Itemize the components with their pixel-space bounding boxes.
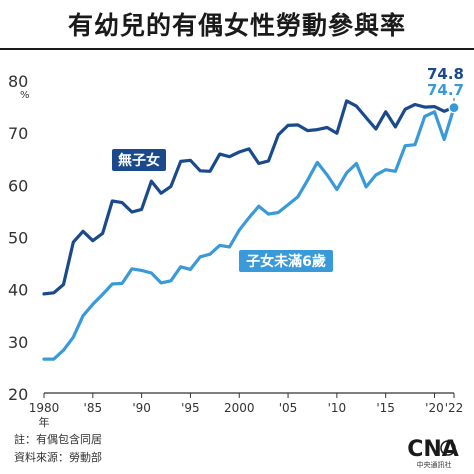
title-divider (0, 48, 474, 50)
cna-logo-text: 中央通訊社 (416, 461, 452, 469)
y-tick-label: 50 (8, 229, 28, 248)
series-tag-0 (112, 149, 166, 171)
series-line-1 (42, 105, 456, 361)
x-tick-label: '95 (181, 401, 200, 415)
chart-title: 有幼兒的有偶女性勞動參與率 (67, 11, 406, 40)
y-unit-label: % (20, 90, 30, 101)
x-tick-label: 2000 (224, 401, 255, 415)
series-name-label-0: 無子女 (118, 152, 160, 169)
series-endpoint-1 (448, 102, 460, 114)
series-line-0 (42, 99, 456, 296)
y-tick-label: 20 (8, 385, 28, 404)
y-tick-label: 60 (8, 176, 28, 195)
y-tick-label: 30 (8, 333, 28, 352)
series-end-label-1: 74.7 (427, 81, 464, 99)
x-tick-label: '10 (328, 401, 347, 415)
footnote-note: 註：有偶包含同居 (14, 433, 102, 446)
series-end-label-0: 74.8 (427, 65, 464, 83)
x-tick-label: '05 (279, 401, 298, 415)
footnote-source: 資料來源：勞動部 (14, 451, 102, 464)
x-tick-label: '85 (84, 401, 103, 415)
svg-text:CNA: CNA (407, 437, 459, 462)
series-name-label-1: 子女未滿6歲 (246, 253, 326, 270)
x-tick-label: '22 (445, 401, 464, 415)
y-tick-label: 80 (8, 72, 28, 91)
cna-logo-icon: CNA (407, 437, 459, 462)
series-tag-1 (239, 250, 333, 272)
y-tick-label: 40 (8, 281, 28, 300)
x-tick-label: 1980 (29, 401, 60, 415)
x-unit-label: 年 (39, 415, 50, 429)
x-tick-label: '20 (425, 401, 444, 415)
x-tick-label: '15 (376, 401, 395, 415)
y-tick-label: 70 (8, 124, 28, 143)
x-tick-label: '90 (132, 401, 151, 415)
